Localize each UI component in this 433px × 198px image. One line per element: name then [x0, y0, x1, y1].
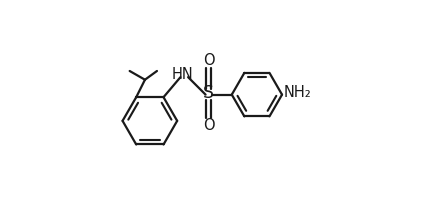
Text: HN: HN — [172, 68, 194, 83]
Text: NH₂: NH₂ — [284, 85, 311, 100]
Text: O: O — [203, 118, 215, 133]
Text: S: S — [204, 84, 214, 102]
Text: O: O — [203, 53, 215, 68]
